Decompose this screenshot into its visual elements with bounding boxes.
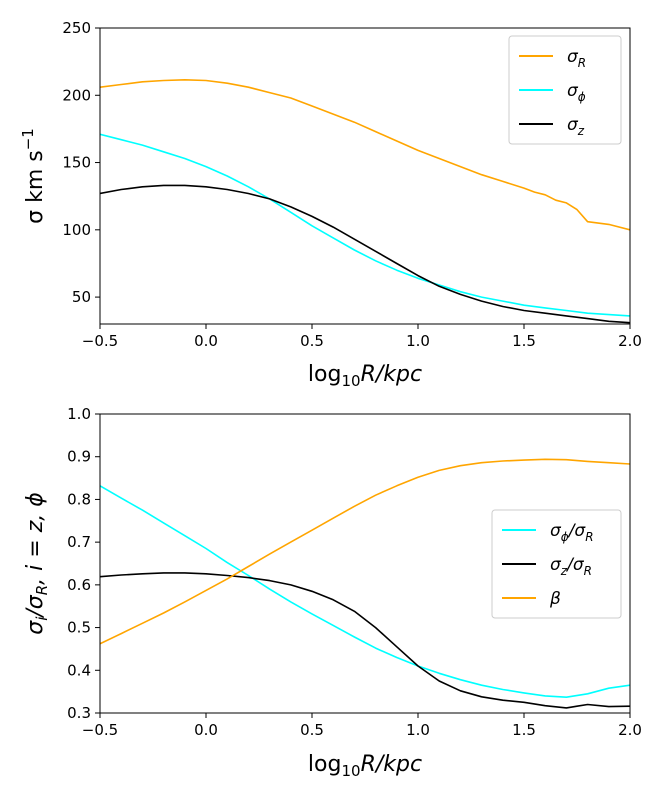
legend-label-0: σR xyxy=(567,47,586,70)
y-tick-label: 0.5 xyxy=(67,619,91,637)
x-tick-label: 2.0 xyxy=(618,721,642,739)
y-tick-label: 150 xyxy=(62,154,91,172)
legend-label-2: σz xyxy=(567,115,585,138)
x-tick-label: 1.5 xyxy=(512,332,536,350)
x-tick-label: −0.5 xyxy=(82,721,118,739)
legend-label-2: β xyxy=(549,589,561,609)
y-tick-label: 200 xyxy=(62,86,91,104)
axis-ticks: −0.5 0.0 0.5 1.0 1.5 2.0 50 100 150 200 250 xyxy=(62,19,642,350)
dispersion-ratio-chart: −0.5 0.0 0.5 1.0 1.5 2.0 0.3 0.4 0.5 0.6 0.7 0.8 0.9… xyxy=(23,405,642,780)
plot-frame xyxy=(99,27,631,325)
x-tick-label: 0.5 xyxy=(300,332,324,350)
series-lines xyxy=(100,79,630,324)
x-axis-label: log10R/kpc xyxy=(308,752,422,780)
y-tick-label: 0.6 xyxy=(67,576,91,594)
legend: σR σϕ σz xyxy=(508,35,622,145)
series-line-2 xyxy=(100,184,630,324)
y-tick-label: 0.8 xyxy=(67,490,91,508)
series-line-1 xyxy=(100,572,630,709)
x-tick-label: 0.0 xyxy=(194,332,218,350)
legend-label-1: σz/σR xyxy=(550,555,592,578)
y-tick-label: 100 xyxy=(62,221,91,239)
legend-label-0: σϕ/σR xyxy=(550,521,594,544)
y-tick-label: 0.4 xyxy=(67,661,91,679)
velocity-dispersion-chart: −0.5 0.0 0.5 1.0 1.5 2.0 50 100 150 200 250 log10R… xyxy=(19,19,642,390)
x-tick-label: 1.0 xyxy=(406,721,430,739)
series-line-2 xyxy=(100,458,630,645)
x-tick-label: 0.0 xyxy=(194,721,218,739)
y-tick-label: 0.9 xyxy=(67,448,91,466)
y-tick-label: 1.0 xyxy=(67,405,91,423)
series-line-0 xyxy=(100,485,630,699)
y-tick-label: 0.3 xyxy=(67,704,91,722)
x-tick-label: 1.5 xyxy=(512,721,536,739)
series-line-0 xyxy=(100,79,630,231)
series-line-1 xyxy=(100,133,630,317)
legend: σϕ/σR σz/σR β xyxy=(491,509,622,619)
y-axis-label: σi/σR, i = z, ϕ xyxy=(23,492,51,635)
axis-ticks: −0.5 0.0 0.5 1.0 1.5 2.0 0.3 0.4 0.5 0.6 0.7 0.8 0.9… xyxy=(67,405,642,739)
y-axis-label: σ km s−1 xyxy=(19,128,48,224)
series-lines xyxy=(100,458,630,709)
y-tick-label: 0.7 xyxy=(67,533,91,551)
x-tick-label: −0.5 xyxy=(82,332,118,350)
legend-label-1: σϕ xyxy=(567,81,586,104)
legend-box xyxy=(508,35,622,145)
legend-box xyxy=(491,509,622,619)
x-tick-label: 0.5 xyxy=(300,721,324,739)
x-tick-label: 1.0 xyxy=(406,332,430,350)
plot-frame xyxy=(99,413,631,714)
y-tick-label: 250 xyxy=(62,19,91,37)
x-axis-label: log10R/kpc xyxy=(308,362,422,390)
y-tick-label: 50 xyxy=(72,288,91,306)
x-tick-label: 2.0 xyxy=(618,332,642,350)
